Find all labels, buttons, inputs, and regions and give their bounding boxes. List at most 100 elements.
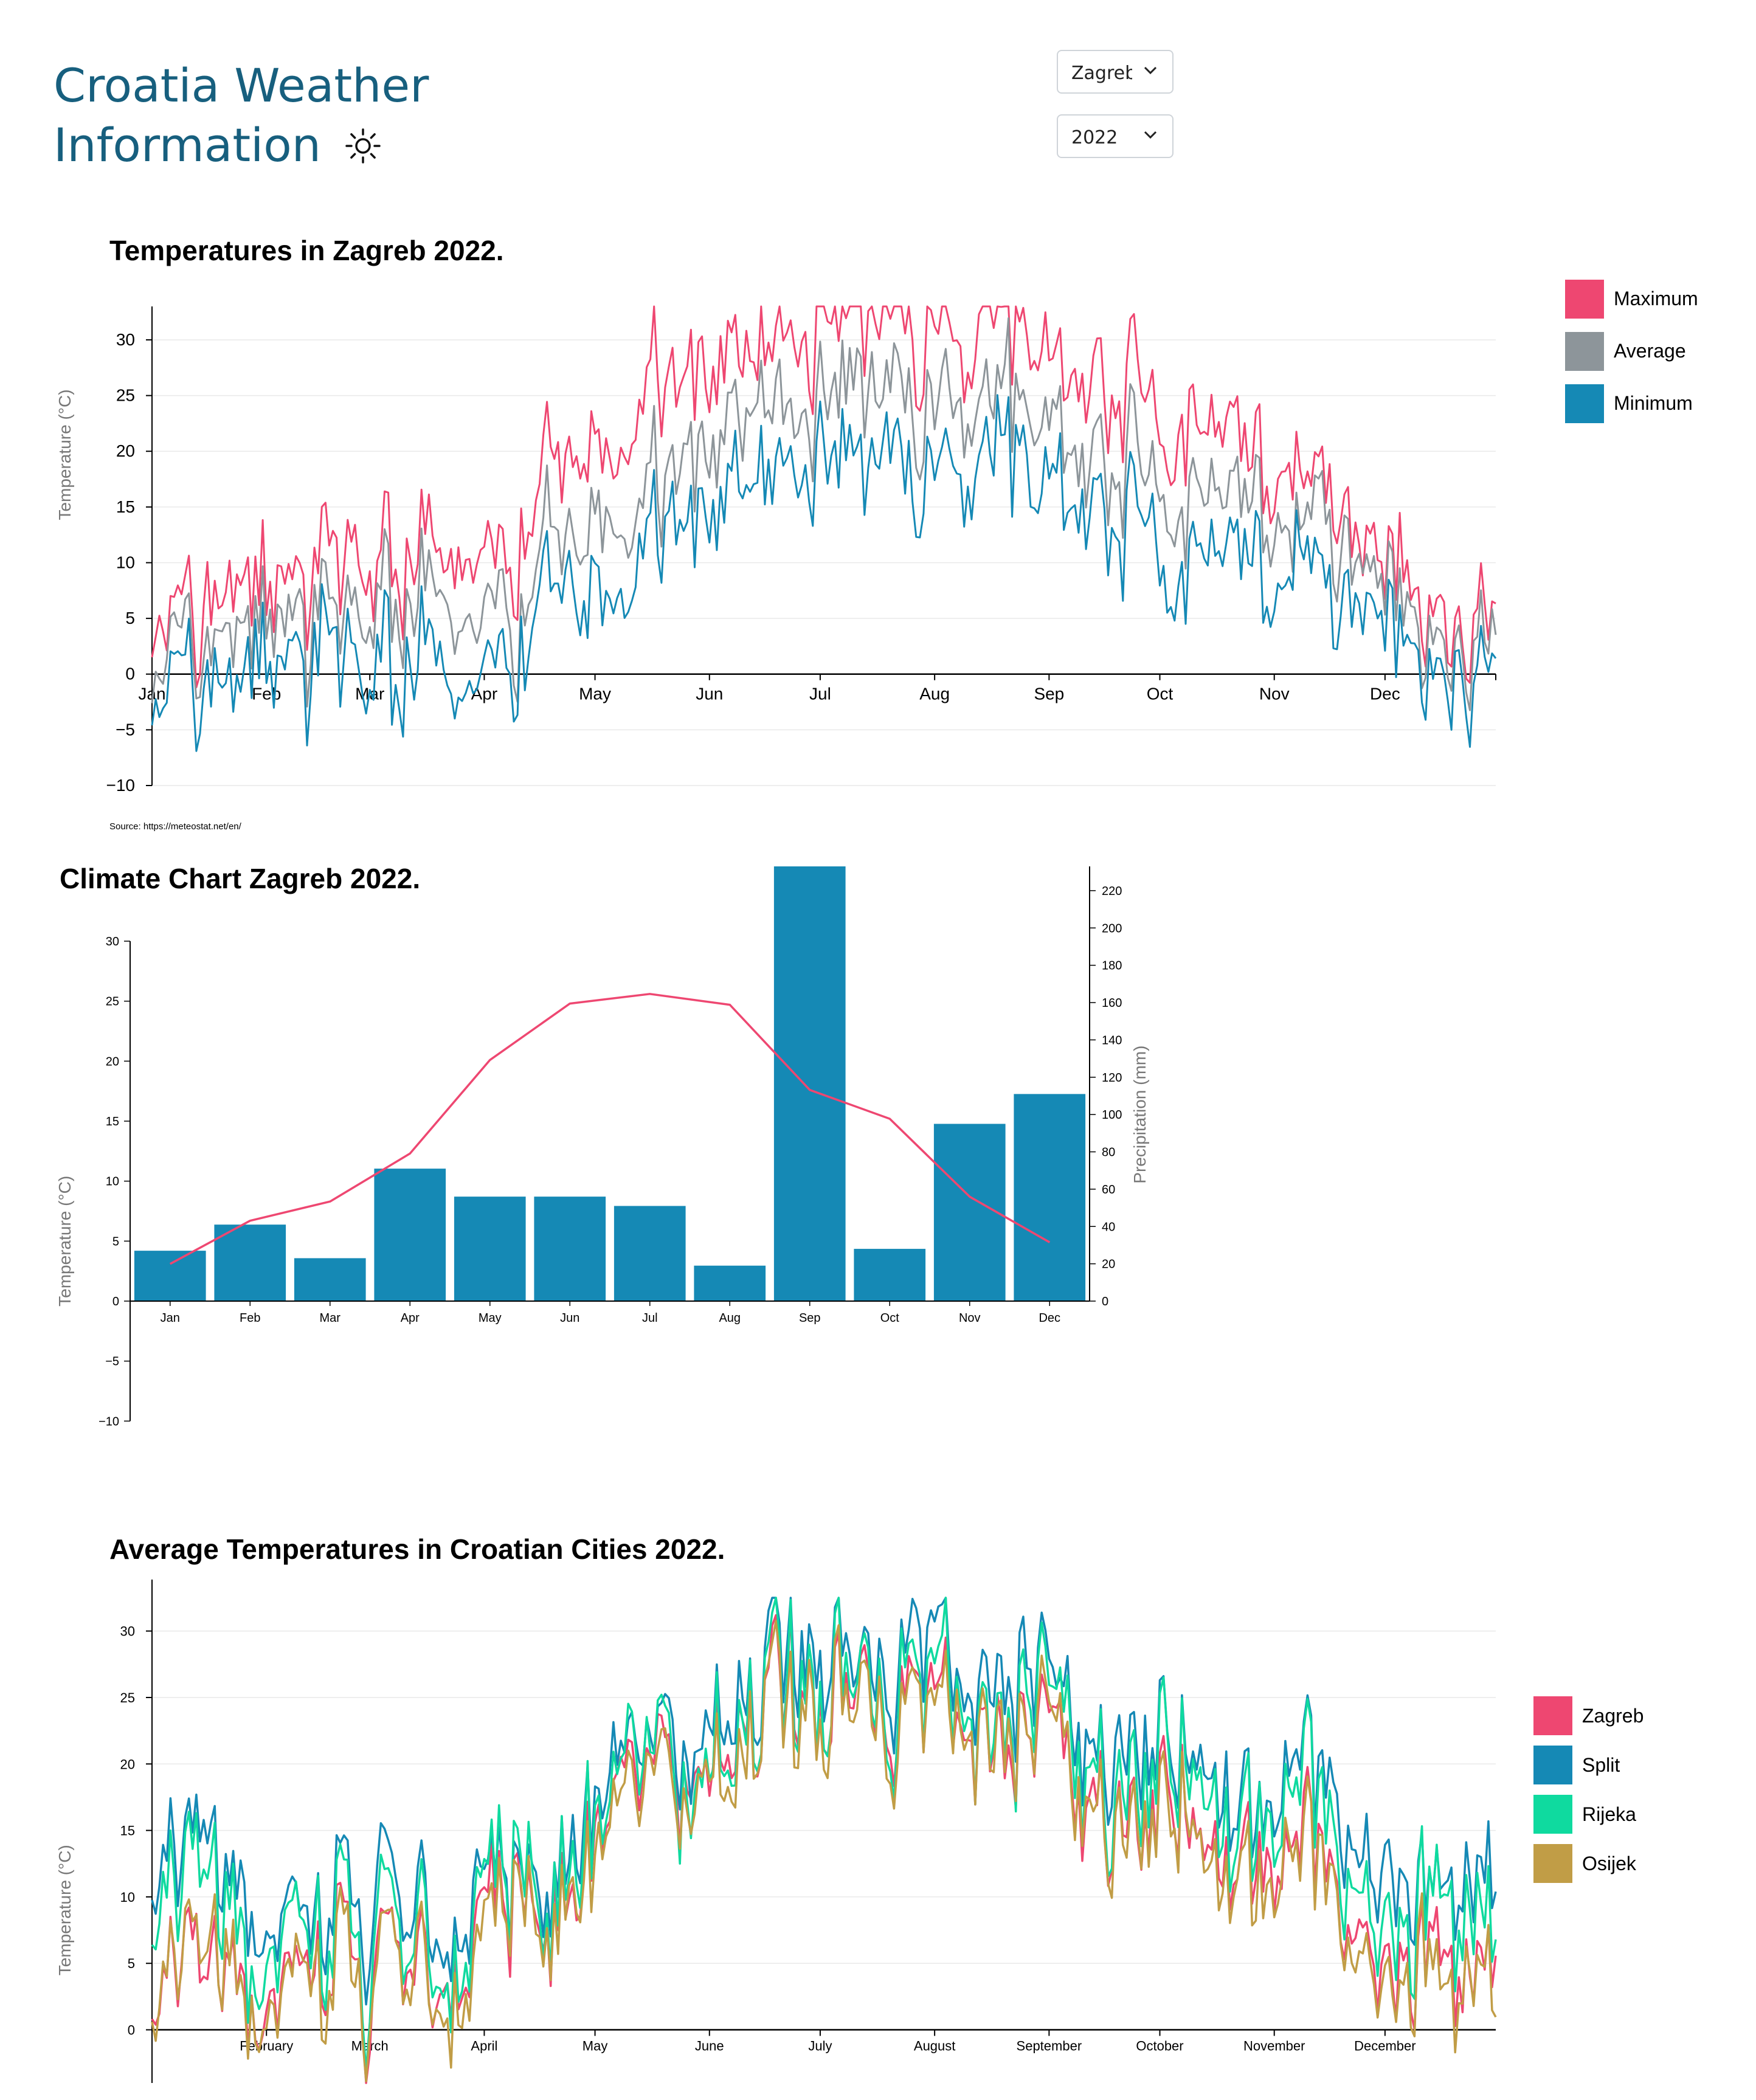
- y-tick-label: 20: [116, 441, 135, 460]
- y-tick-label: 5: [112, 1235, 119, 1248]
- y2-axis-label: Precipitation (mm): [1130, 1046, 1149, 1184]
- chart-title: Average Temperatures in Croatian Cities …: [109, 1533, 725, 1565]
- chart-title: Temperatures in Zagreb 2022.: [109, 235, 504, 266]
- y-tick-label: 10: [116, 553, 135, 572]
- x-tick-label: Mar: [320, 1311, 341, 1325]
- precipitation-bar: [534, 1197, 606, 1301]
- source-note: Source: https://meteostat.net/en/: [109, 821, 242, 832]
- x-tick-label: Apr: [401, 1311, 420, 1325]
- y-axis-label: Temperature (°C): [55, 1845, 74, 1975]
- x-tick-label: Jul: [809, 685, 831, 703]
- y-tick-label: 10: [120, 1890, 135, 1905]
- legend-label: Maximum: [1614, 288, 1698, 309]
- city-select[interactable]: Zagreb: [1057, 50, 1174, 94]
- y-tick-label: 25: [116, 386, 135, 405]
- y-axis-label: Temperature (°C): [55, 389, 74, 520]
- osijek-line: [151, 1620, 1497, 2082]
- app-title-line2: Information: [54, 118, 321, 172]
- precipitation-bar: [454, 1197, 526, 1301]
- precipitation-bar: [854, 1249, 926, 1301]
- legend-swatch: [1565, 332, 1604, 371]
- x-tick-label: Sep: [1034, 685, 1064, 703]
- x-tick-label: Nov: [959, 1311, 981, 1325]
- average-line: [151, 317, 1497, 711]
- y-tick-label: 20: [106, 1055, 119, 1068]
- rijeka-line: [151, 1597, 1497, 2073]
- x-tick-label: Dec: [1370, 685, 1400, 703]
- y-tick-label: 15: [116, 497, 135, 516]
- y-tick-label: 30: [106, 935, 119, 948]
- y-tick-label: −5: [105, 1355, 119, 1369]
- x-tick-label: Aug: [919, 685, 950, 703]
- y2-tick-label: 180: [1102, 959, 1122, 973]
- x-tick-label: Dec: [1039, 1311, 1060, 1325]
- x-tick-label: September: [1017, 2039, 1082, 2054]
- y2-tick-label: 80: [1102, 1146, 1115, 1159]
- x-tick-label: May: [582, 2039, 608, 2054]
- y2-tick-label: 40: [1102, 1220, 1115, 1234]
- year-select-value: 2022: [1071, 127, 1118, 148]
- app-title-line1: Croatia Weather: [54, 58, 429, 112]
- y-tick-label: −5: [116, 720, 135, 739]
- precipitation-bar: [374, 1169, 446, 1301]
- x-tick-label: Feb: [240, 1311, 260, 1325]
- x-tick-label: November: [1243, 2039, 1305, 2054]
- split-line: [151, 1597, 1497, 2006]
- x-tick-label: July: [808, 2039, 832, 2054]
- x-tick-label: Jul: [642, 1311, 658, 1325]
- legend-label: Osijek: [1582, 1853, 1637, 1874]
- legend-swatch: [1565, 384, 1604, 423]
- legend-swatch: [1565, 280, 1604, 319]
- chevron-down-icon: [1144, 131, 1157, 139]
- y-tick-label: 0: [112, 1295, 119, 1308]
- precipitation-bar: [614, 1206, 686, 1301]
- x-tick-label: Feb: [252, 685, 281, 703]
- legend-label: Average: [1614, 340, 1686, 362]
- x-tick-label: Sep: [799, 1311, 821, 1325]
- year-select[interactable]: 2022: [1057, 114, 1174, 158]
- y-tick-label: 5: [128, 1956, 135, 1971]
- maximum-line: [151, 305, 1496, 689]
- legend-swatch: [1533, 1795, 1572, 1834]
- y2-tick-label: 160: [1102, 996, 1122, 1010]
- city-select-value: Zagreb: [1071, 63, 1132, 84]
- y-tick-label: 30: [116, 330, 135, 349]
- y-tick-label: 10: [106, 1175, 119, 1189]
- precipitation-bar: [214, 1224, 286, 1301]
- legend-label: Rijeka: [1582, 1803, 1636, 1825]
- legend-swatch: [1533, 1746, 1572, 1784]
- climate-chart: Climate Chart Zagreb 2022. Jan Feb Mar Apr M…: [55, 863, 1149, 1428]
- chart-title: Climate Chart Zagreb 2022.: [60, 863, 420, 894]
- x-tick-label: Oct: [1147, 685, 1174, 703]
- x-tick-label: Apr: [471, 685, 498, 703]
- y-tick-label: 25: [120, 1690, 135, 1705]
- y-axis-label: Temperature (°C): [55, 1176, 74, 1307]
- legend-swatch: [1533, 1696, 1572, 1735]
- y-tick-label: 15: [106, 1115, 119, 1128]
- y2-tick-label: 140: [1102, 1034, 1122, 1047]
- y-tick-label: 0: [128, 2023, 135, 2038]
- y2-tick-label: 200: [1102, 922, 1122, 935]
- precipitation-bar: [1014, 1094, 1086, 1301]
- x-tick-label: Jan: [161, 1311, 180, 1325]
- app-title: Croatia Weather Information: [54, 56, 429, 175]
- cities-chart: Average Temperatures in Croatian Cities …: [55, 1533, 1644, 2084]
- x-tick-label: Oct: [880, 1311, 900, 1325]
- precipitation-bar: [294, 1258, 366, 1301]
- precipitation-bar: [933, 1124, 1006, 1301]
- x-tick-label: December: [1354, 2039, 1416, 2054]
- precipitation-bar: [694, 1265, 766, 1301]
- y-tick-label: 5: [125, 609, 135, 627]
- sun-icon: [345, 128, 381, 164]
- y-tick-label: 15: [120, 1823, 135, 1839]
- minimum-line: [151, 394, 1497, 752]
- legend-label: Zagreb: [1582, 1705, 1644, 1727]
- zagreb-line: [151, 1607, 1497, 2084]
- x-tick-label: Jun: [560, 1311, 579, 1325]
- x-tick-label: June: [695, 2039, 724, 2054]
- temperature-line: [169, 993, 1051, 1265]
- chevron-down-icon: [1144, 66, 1157, 75]
- y2-tick-label: 60: [1102, 1183, 1115, 1197]
- y-tick-label: 20: [120, 1756, 135, 1772]
- temperature-chart: Temperatures in Zagreb 2022. −10 −5 0 5 10 15…: [55, 235, 1698, 832]
